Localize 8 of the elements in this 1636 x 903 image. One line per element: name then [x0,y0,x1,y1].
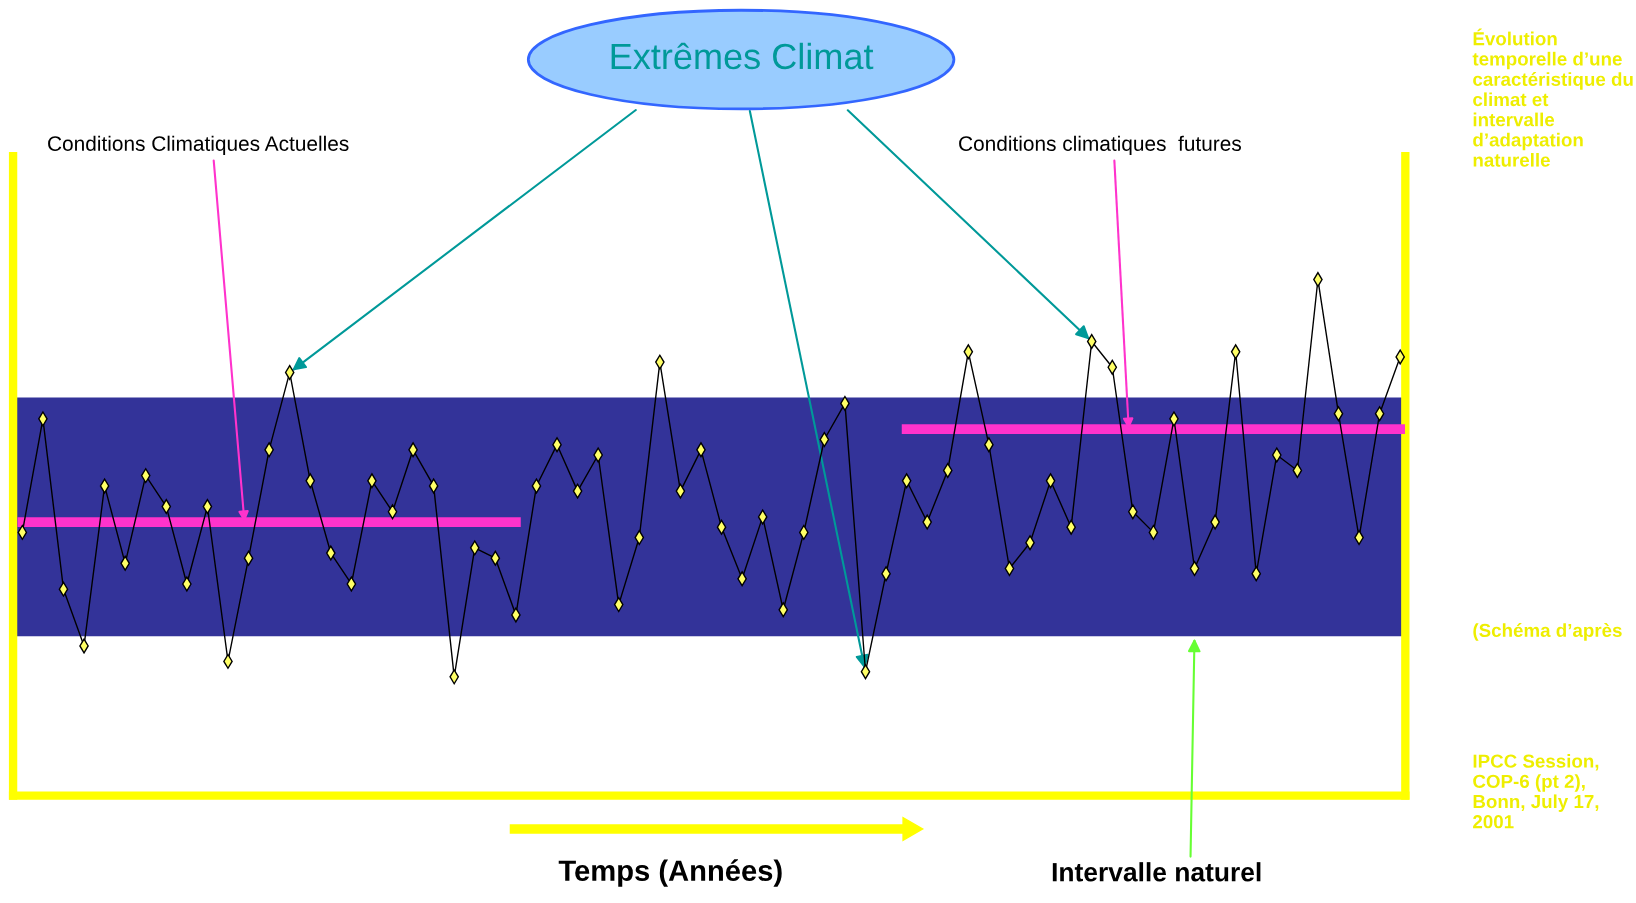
text: (Schéma d’après [1473,623,1622,641]
text: Conditions Climatiques Actuelles [48,135,349,156]
text: IPCC Session, COP-6 (pt 2), Bonn, July 17, 2001 [1473,754,1599,829]
chart-title: Extrêmes Climat [611,42,874,70]
text: Conditions climatiques futures [959,135,1241,156]
text: Évolution temporelle d’une caractéristique du climat et intervalle d’adaptation naturelle [1472,28,1633,167]
band-label: Intervalle naturel [1052,862,1261,882]
x-axis-title: Temps (Années) [558,859,782,887]
